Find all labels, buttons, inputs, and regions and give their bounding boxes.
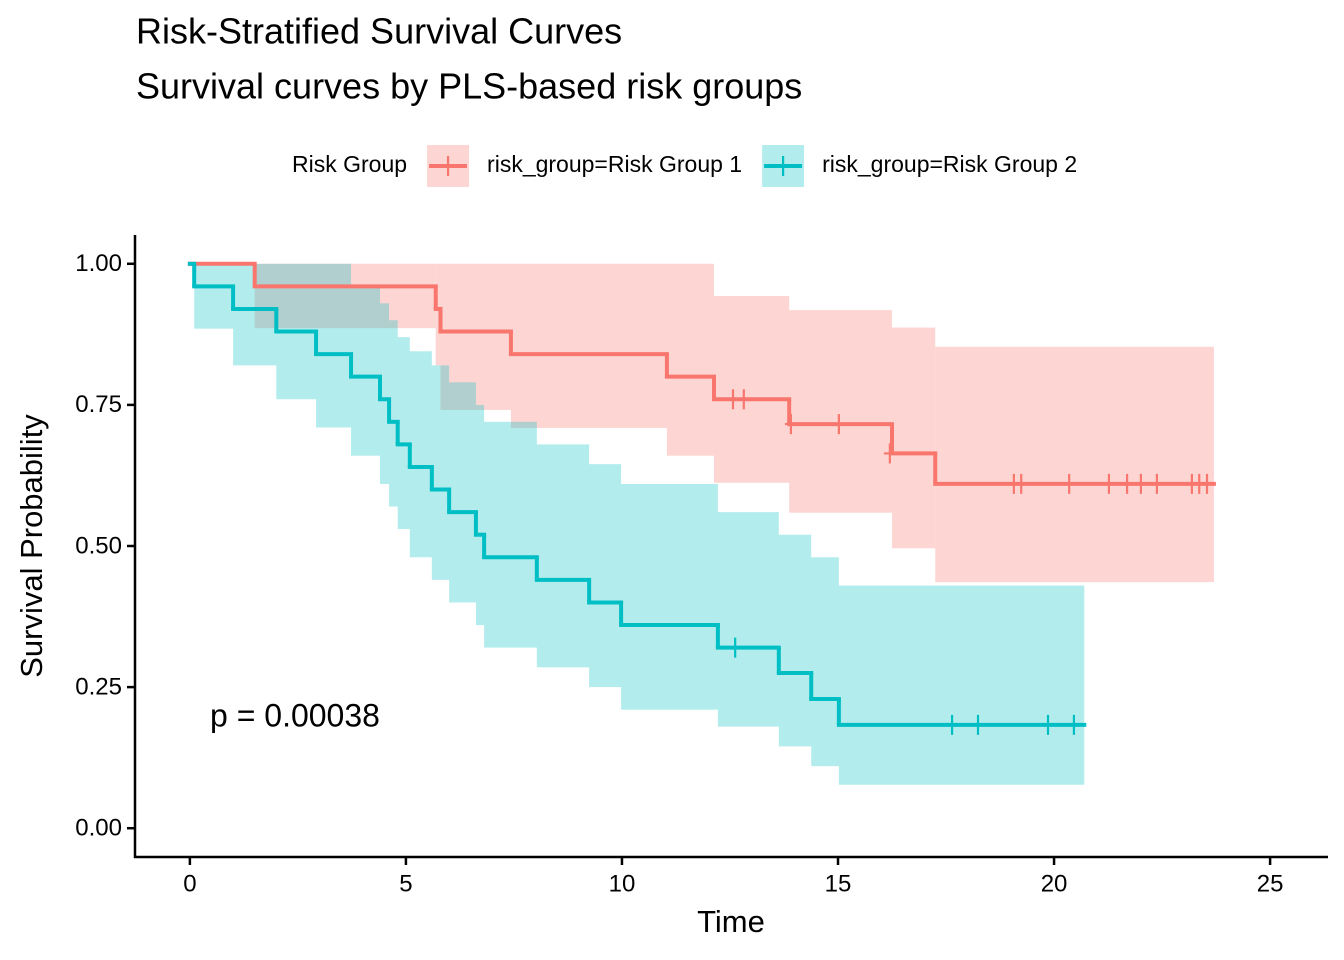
confidence-band [435,263,441,366]
x-tick-label: 10 [609,870,636,897]
censor-mark [737,389,750,410]
legend-label: risk_group=Risk Group 1 [487,151,742,177]
censor-mark [1063,473,1076,494]
confidence-band [811,557,839,767]
confidence-band [484,421,537,648]
confidence-band [892,327,936,549]
plot-area [187,261,1216,785]
confidence-band [397,337,410,530]
y-tick-label: 1.00 [75,250,122,277]
censor-mark [784,414,797,435]
confidence-band [440,263,511,410]
confidence-band [589,464,622,688]
x-tick-label: 5 [399,870,412,897]
censor-mark [972,714,985,735]
confidence-band [789,310,893,513]
confidence-band [316,263,352,428]
censor-mark [729,637,742,658]
confidence-band [536,444,590,668]
confidence-band [409,351,432,558]
confidence-band [254,263,436,329]
y-tick-label: 0.75 [75,391,122,418]
p-value-annotation: p = 0.00038 [210,697,380,733]
confidence-band [717,512,779,727]
confidence-band [351,286,380,456]
y-tick-label: 0.25 [75,673,122,700]
y-axis-title: Survival Probability [14,414,49,678]
censor-mark [1134,473,1147,494]
confidence-band [194,263,234,329]
legend-label: risk_group=Risk Group 2 [822,151,1077,177]
confidence-band [510,263,667,429]
x-tick-label: 20 [1041,870,1068,897]
legend-title: Risk Group [292,151,407,177]
censor-mark [727,389,740,410]
confidence-band [778,534,812,747]
confidence-band [475,404,485,626]
confidence-band [431,365,450,580]
y-tick-label: 0.00 [75,815,122,842]
y-tick-label: 0.50 [75,532,122,559]
legend: Risk Group risk_group=Risk Group 1 risk_gr… [292,145,1077,187]
censor-mark [1015,473,1028,494]
censor-mark [832,414,845,435]
confidence-band [714,295,790,483]
confidence-band [838,585,1085,785]
censor-mark [1042,714,1055,735]
x-tick-label: 15 [825,870,852,897]
confidence-band [449,382,476,603]
confidence-band [935,346,1214,583]
censor-mark [1150,473,1163,494]
censor-mark [1102,473,1115,494]
censor-mark [946,714,959,735]
x-axis-title: Time [697,904,765,939]
x-tick-label: 25 [1257,870,1284,897]
censor-mark [883,443,896,464]
confidence-band [379,303,390,484]
censor-mark [1201,473,1214,494]
confidence-band [666,263,715,456]
chart-title: Risk-Stratified Survival Curves [136,11,622,52]
chart-subtitle: Survival curves by PLS-based risk groups [136,66,802,107]
censor-mark [1121,473,1134,494]
confidence-band [621,483,718,710]
confidence-band [389,320,398,507]
censor-mark [1067,714,1080,735]
x-tick-label: 0 [183,870,196,897]
